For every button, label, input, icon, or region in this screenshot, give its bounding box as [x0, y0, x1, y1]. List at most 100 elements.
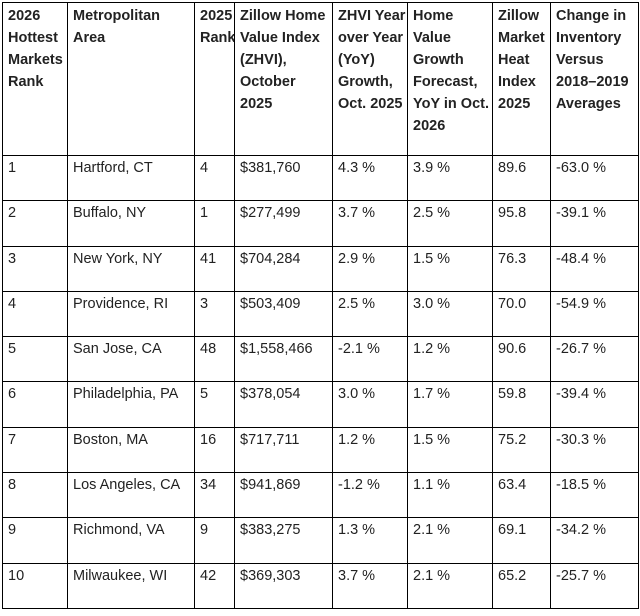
table-cell: San Jose, CA [67, 336, 195, 383]
header-line: Market [498, 30, 545, 46]
table-cell: 6 [2, 381, 68, 428]
header-line: Oct. 2025 [338, 96, 403, 112]
header-line: over Year [338, 30, 404, 46]
table-cell: -18.5 % [550, 472, 639, 519]
header-line: Heat [498, 52, 530, 68]
table-cell: 34 [194, 472, 235, 519]
table-cell: 1.2 % [332, 426, 408, 474]
header-line: 2025 [200, 8, 233, 24]
table-cell: $378,054 [234, 381, 333, 428]
table-row: 3 New York, NY 41 $704,284 2.9 % 1.5 % 76.3 -48… [2, 245, 639, 292]
table-cell: 3.7 % [332, 200, 408, 247]
header-line: Change in [556, 8, 627, 24]
table-cell: 89.6 [492, 154, 551, 202]
header-line: 2025 [498, 96, 531, 112]
table-cell: 3.0 % [407, 290, 493, 338]
table-row: 10 Milwaukee, WI 42 $369,303 3.7 % 2.1 % 65.2-… [2, 562, 639, 609]
table-cell: 5 [2, 336, 68, 383]
header-row: 2026 Hottest Markets Rank Metropolitan Area 20… [2, 2, 639, 156]
header-line: Forecast, [413, 74, 478, 90]
table-cell: 2.5 % [332, 290, 408, 338]
table-cell: 1.5 % [407, 245, 493, 292]
header-line: Value [413, 30, 451, 46]
header-line: October [240, 74, 296, 90]
column-header: ZHVI Year over Year (YoY) Growth, Oct. 2025 [332, 2, 408, 156]
header-line: Zillow [498, 8, 540, 24]
column-header: Zillow Home Value Index (ZHVI), October 2025 [234, 2, 333, 156]
table-cell: $1,558,466 [234, 336, 333, 383]
table-cell: $369,303 [234, 562, 333, 609]
table-row: 5 San Jose, CA 48 $1,558,466 -2.1 % 1.2 % 90.6… [2, 336, 639, 383]
column-header: 2025 Rank [194, 2, 235, 156]
header-line: Hottest [8, 30, 58, 46]
header-line: 2025 [240, 96, 273, 112]
header-line: (ZHVI), [240, 52, 287, 68]
table-cell: 10 [2, 562, 68, 609]
header-line: ZHVI Year [338, 8, 406, 24]
header-line: 2018–2019 [556, 74, 629, 90]
table-cell: 4 [194, 154, 235, 202]
table-cell: Boston, MA [67, 426, 195, 474]
table-cell: -2.1 % [332, 336, 408, 383]
table-cell: -54.9 % [550, 290, 639, 338]
table-cell: -48.4 % [550, 245, 639, 292]
header-line: Markets [8, 52, 63, 68]
table-row: 8 Los Angeles, CA 34 $941,869 -1.2 % 1.1 % 63.… [2, 472, 639, 519]
table-row: 1 Hartford, CT 4 $381,760 4.3 % 3.9 % 89.6 -63.… [2, 154, 639, 202]
header-line: (YoY) [338, 52, 375, 68]
table-cell: $381,760 [234, 154, 333, 202]
table-cell: 75.2 [492, 426, 551, 474]
table-row: 9 Richmond, VA 9 $383,275 1.3 % 2.1 % 69.1 -34.… [2, 517, 639, 564]
table-cell: 3.9 % [407, 154, 493, 202]
table-cell: 95.8 [492, 200, 551, 247]
table-cell: $383,275 [234, 517, 333, 564]
table-cell: 2.5 % [407, 200, 493, 247]
table-cell: 2.1 % [407, 562, 493, 609]
header-line: Growth, [338, 74, 393, 90]
table-cell: -26.7 % [550, 336, 639, 383]
table-cell: 2.9 % [332, 245, 408, 292]
table-cell: -1.2 % [332, 472, 408, 519]
header-line: YoY in Oct. [413, 96, 490, 112]
table-cell: Milwaukee, WI [67, 562, 195, 609]
table-cell: 1 [194, 200, 235, 247]
table-cell: $717,711 [234, 426, 333, 474]
column-header: 2026 Hottest Markets Rank [2, 2, 68, 156]
column-header: Home Value Growth Forecast, YoY in Oct. 2026 [407, 2, 493, 156]
table-cell: Richmond, VA [67, 517, 195, 564]
table-cell: -39.4 % [550, 381, 639, 428]
column-header: Zillow Market Heat Index 2025 [492, 2, 551, 156]
table-cell: 1.1 % [407, 472, 493, 519]
header-line: 2026 [8, 8, 41, 24]
table-row: 6 Philadelphia, PA 5 $378,054 3.0 % 1.7 % 59.8… [2, 381, 639, 428]
table-cell: Philadelphia, PA [67, 381, 195, 428]
table-row: 4 Providence, RI 3 $503,409 2.5 % 3.0 % 70.0 -5… [2, 290, 639, 338]
column-header: Change in Inventory Versus 2018–2019 Average… [550, 2, 639, 156]
header-line: Home [413, 8, 454, 24]
table-cell: -63.0 % [550, 154, 639, 202]
table-cell: 7 [2, 426, 68, 474]
table-cell: Hartford, CT [67, 154, 195, 202]
table-cell: 90.6 [492, 336, 551, 383]
table-cell: -30.3 % [550, 426, 639, 474]
table-cell: New York, NY [67, 245, 195, 292]
table-cell: Buffalo, NY [67, 200, 195, 247]
table-cell: 70.0 [492, 290, 551, 338]
table-cell: 3.0 % [332, 381, 408, 428]
table-cell: -25.7 % [550, 562, 639, 609]
table-cell: 8 [2, 472, 68, 519]
table-cell: Los Angeles, CA [67, 472, 195, 519]
table-cell: 1.3 % [332, 517, 408, 564]
table-cell: $277,499 [234, 200, 333, 247]
table-cell: $941,869 [234, 472, 333, 519]
table-cell: 42 [194, 562, 235, 609]
header-line: Versus [556, 52, 604, 68]
header-line: Growth [413, 52, 464, 68]
header-line: Metropolitan [73, 8, 160, 24]
table-cell: 1.7 % [407, 381, 493, 428]
table-cell: 1 [2, 154, 68, 202]
table-cell: 3 [2, 245, 68, 292]
table-cell: 2 [2, 200, 68, 247]
header-line: Rank [8, 74, 44, 90]
